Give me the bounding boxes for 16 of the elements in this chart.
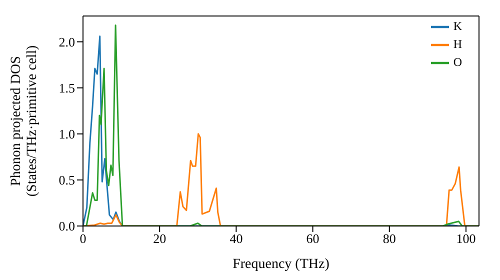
- y-tick-label: 0.5: [58, 172, 75, 188]
- x-tick-label: 40: [230, 231, 243, 246]
- x-axis-title: Frequency (THz): [232, 257, 330, 272]
- legend-label: K: [453, 18, 462, 33]
- x-tick-label: 60: [306, 231, 320, 246]
- x-tick-label: 100: [456, 231, 476, 246]
- x-tick-label: 0: [80, 231, 86, 246]
- y-tick-label: 0.0: [58, 218, 75, 234]
- legend-label: H: [453, 36, 462, 51]
- y-tick-label: 1.5: [58, 80, 75, 96]
- x-tick-label: 20: [153, 231, 166, 246]
- y-tick-label: 1.0: [58, 126, 75, 142]
- y-tick-label: 2.0: [58, 34, 75, 50]
- x-tick-label: 80: [382, 231, 396, 246]
- legend-label: O: [453, 54, 462, 69]
- y-axis-title: Phonon projected DOS (States/THz·primitive cell): [9, 45, 40, 197]
